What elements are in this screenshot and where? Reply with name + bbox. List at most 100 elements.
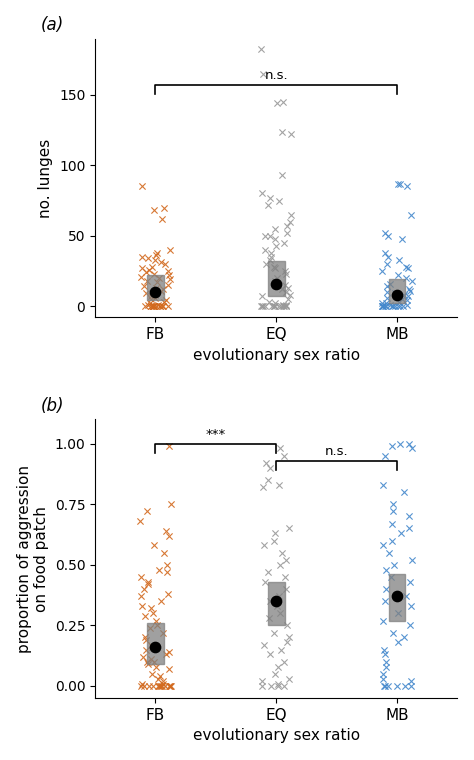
Point bbox=[150, 540, 158, 552]
Point bbox=[260, 68, 267, 80]
Point bbox=[276, 607, 284, 619]
Point bbox=[388, 300, 395, 312]
Point bbox=[153, 300, 160, 312]
Point bbox=[279, 299, 287, 311]
Point bbox=[264, 473, 272, 486]
Point bbox=[406, 575, 413, 587]
Text: n.s.: n.s. bbox=[264, 69, 288, 82]
Point bbox=[152, 286, 159, 298]
Point bbox=[383, 583, 390, 595]
Point bbox=[409, 442, 416, 454]
Point bbox=[146, 622, 154, 634]
Point bbox=[167, 244, 174, 256]
Point bbox=[271, 527, 279, 540]
Point bbox=[258, 188, 266, 200]
Point bbox=[143, 656, 151, 668]
Point bbox=[379, 297, 386, 309]
Point bbox=[260, 481, 267, 493]
Point bbox=[379, 673, 386, 685]
Point bbox=[148, 668, 155, 680]
Point bbox=[166, 274, 173, 286]
Point bbox=[160, 675, 167, 687]
Point bbox=[138, 251, 146, 263]
Bar bbox=[389, 575, 405, 620]
Point bbox=[278, 169, 286, 182]
Point bbox=[144, 505, 151, 518]
Point bbox=[407, 675, 415, 687]
Point bbox=[392, 287, 399, 299]
Point bbox=[393, 289, 401, 301]
Point bbox=[147, 603, 155, 615]
Point bbox=[277, 442, 284, 454]
Point bbox=[261, 575, 269, 587]
Point bbox=[274, 680, 282, 692]
Point bbox=[381, 450, 389, 462]
Point bbox=[379, 614, 386, 626]
Point bbox=[397, 178, 404, 190]
Point bbox=[150, 204, 157, 217]
Point bbox=[280, 300, 287, 312]
Point bbox=[386, 277, 394, 290]
Point bbox=[157, 680, 164, 692]
Point bbox=[396, 300, 403, 312]
Point bbox=[158, 680, 166, 692]
Point bbox=[378, 300, 385, 312]
Point bbox=[281, 680, 288, 692]
Point bbox=[402, 272, 410, 284]
Point bbox=[146, 297, 154, 309]
Point bbox=[257, 43, 264, 55]
Point bbox=[271, 274, 279, 287]
Point bbox=[408, 600, 415, 612]
Point bbox=[286, 289, 294, 301]
Point bbox=[378, 300, 386, 312]
Point bbox=[261, 244, 269, 256]
Y-axis label: proportion of aggression
on food patch: proportion of aggression on food patch bbox=[17, 464, 49, 653]
Point bbox=[152, 641, 159, 654]
Point bbox=[380, 300, 387, 312]
Point bbox=[151, 286, 158, 298]
Point bbox=[273, 600, 281, 612]
Point bbox=[164, 587, 172, 600]
Point bbox=[162, 524, 170, 537]
Point bbox=[165, 663, 173, 675]
Point bbox=[145, 299, 152, 311]
Point bbox=[145, 264, 153, 276]
Point bbox=[142, 300, 149, 312]
Point bbox=[395, 296, 402, 308]
Point bbox=[157, 256, 165, 268]
Point bbox=[401, 486, 408, 498]
Point bbox=[138, 180, 146, 192]
Point bbox=[382, 246, 389, 258]
Point bbox=[155, 272, 163, 284]
Point bbox=[394, 269, 402, 281]
Point bbox=[159, 300, 167, 312]
Point bbox=[164, 279, 172, 291]
Point bbox=[149, 300, 157, 312]
Point bbox=[271, 262, 278, 274]
Point bbox=[139, 651, 147, 663]
Point bbox=[402, 261, 410, 273]
Point bbox=[282, 571, 289, 583]
Point bbox=[389, 626, 396, 638]
Point bbox=[381, 680, 389, 692]
Point bbox=[284, 282, 292, 294]
Point bbox=[259, 300, 266, 312]
Point bbox=[142, 287, 150, 299]
Point bbox=[277, 300, 285, 312]
Point bbox=[287, 128, 294, 141]
Point bbox=[260, 638, 267, 651]
Point bbox=[283, 226, 291, 239]
Point bbox=[391, 300, 399, 312]
Point bbox=[260, 540, 268, 552]
Point bbox=[266, 462, 274, 474]
Point bbox=[152, 249, 159, 261]
Point bbox=[382, 300, 389, 312]
Point bbox=[147, 653, 155, 665]
Point bbox=[285, 522, 292, 534]
Point bbox=[156, 300, 164, 312]
Point bbox=[160, 546, 168, 559]
Point bbox=[266, 230, 274, 242]
Point bbox=[137, 571, 144, 583]
Point bbox=[140, 280, 148, 293]
Point bbox=[401, 632, 408, 644]
